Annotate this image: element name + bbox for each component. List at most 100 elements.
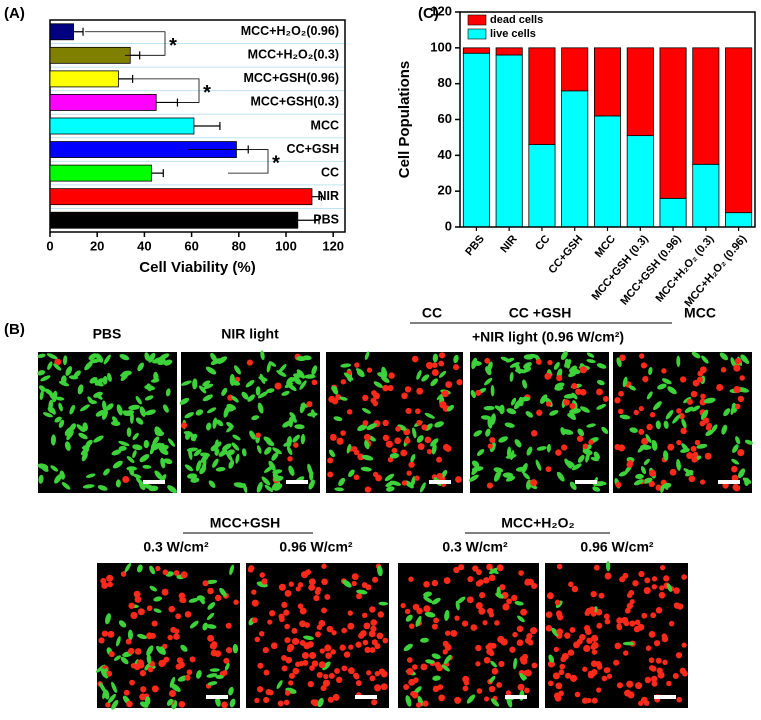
significance-bracket: [119, 78, 200, 103]
live-cell: [742, 477, 752, 484]
dead-cell: [663, 575, 670, 582]
live-cell: [76, 424, 86, 433]
dead-cell: [458, 564, 465, 571]
dead-cell: [676, 408, 682, 414]
dead-cell: [516, 639, 524, 647]
live-cell: [523, 362, 532, 369]
live-cell: [118, 440, 130, 447]
live-cell: [680, 448, 690, 453]
live-cell: [110, 420, 121, 426]
micrograph: [37, 352, 177, 494]
live-cell: [251, 415, 260, 421]
live-cell: [215, 674, 224, 679]
dead-cell: [147, 666, 154, 673]
live-cell: [364, 440, 370, 450]
dead-cell: [555, 449, 562, 456]
dead-cell: [281, 655, 287, 661]
dead-cell: [475, 602, 483, 610]
image-caption: PBS: [93, 326, 122, 342]
dead-cell: [340, 430, 346, 436]
dead-cell: [176, 657, 183, 664]
dead-cell: [454, 696, 462, 704]
dead-cell: [106, 574, 114, 582]
live-cell: [661, 378, 672, 385]
live-cell: [111, 449, 122, 456]
live-cell: [160, 457, 166, 469]
live-cell: [361, 408, 371, 414]
dead-cell: [484, 357, 491, 364]
live-cell: [535, 459, 542, 471]
dead-cell: [595, 608, 603, 616]
live-cell: [571, 463, 582, 471]
dead-cell: [321, 578, 328, 586]
dead-cell: [629, 599, 635, 605]
image-caption: CC: [422, 305, 442, 321]
live-cell: [483, 405, 495, 411]
dead-cell: [655, 657, 662, 664]
significance-bracket: [188, 149, 269, 174]
dead-cell: [178, 700, 186, 708]
dead-cell: [613, 659, 620, 666]
dead-cell: [285, 656, 293, 664]
dead-cell: [400, 602, 406, 609]
live-cell: [139, 406, 146, 417]
live-cell: [737, 468, 746, 479]
live-cell: [82, 484, 95, 489]
live-cell: [202, 380, 211, 387]
dead-cell: [381, 670, 388, 678]
live-cell: [190, 477, 200, 483]
dead-cell: [530, 627, 538, 635]
dead-cell: [606, 673, 613, 679]
live-cell: [221, 443, 232, 451]
live-cell: [287, 377, 298, 383]
bar-segment: [561, 47, 589, 92]
dead-cell: [173, 633, 180, 640]
live-cell: [453, 354, 459, 364]
live-cell: [212, 417, 218, 429]
live-cell: [666, 583, 673, 592]
x-tick-label: MCC: [593, 233, 618, 260]
dead-cell: [556, 628, 564, 636]
live-cell: [438, 370, 447, 378]
dead-cell: [487, 642, 494, 650]
live-cell: [288, 465, 295, 476]
live-cell: [519, 672, 525, 681]
dead-cell: [638, 405, 644, 412]
live-cell: [328, 449, 336, 458]
bar-segment: [659, 197, 687, 228]
live-cell: [416, 435, 424, 443]
live-cell: [242, 482, 248, 494]
live-cell: [590, 456, 599, 462]
dead-cell: [322, 679, 330, 687]
dead-cell: [638, 428, 645, 435]
dead-cell: [516, 625, 524, 633]
dead-cell: [438, 694, 446, 702]
live-cell: [506, 696, 513, 708]
dead-cell: [618, 444, 626, 452]
dead-cell: [552, 672, 560, 680]
plot-frame: [459, 11, 756, 228]
dead-cell: [462, 675, 470, 683]
live-cell: [490, 698, 500, 707]
dead-cell: [732, 483, 740, 491]
y-tick-label: 20: [438, 183, 452, 198]
live-cell: [46, 353, 58, 360]
dead-cell: [387, 384, 394, 392]
scale-bar: [718, 480, 740, 484]
dead-cell: [101, 582, 108, 589]
dead-cell: [734, 403, 741, 410]
live-cell: [55, 396, 65, 401]
live-cell: [229, 698, 236, 708]
live-cell: [188, 597, 199, 603]
live-cell: [493, 470, 502, 482]
dead-cell: [648, 630, 656, 638]
live-cell: [498, 436, 508, 443]
dead-cell: [406, 657, 413, 663]
dead-cell: [494, 620, 500, 626]
dead-cell: [140, 686, 147, 693]
live-cell: [122, 410, 132, 416]
bar-segment: [593, 115, 622, 228]
dead-cell: [511, 594, 518, 602]
live-cell: [355, 368, 365, 375]
x-axis-label: Cell Viability (%): [139, 259, 255, 276]
